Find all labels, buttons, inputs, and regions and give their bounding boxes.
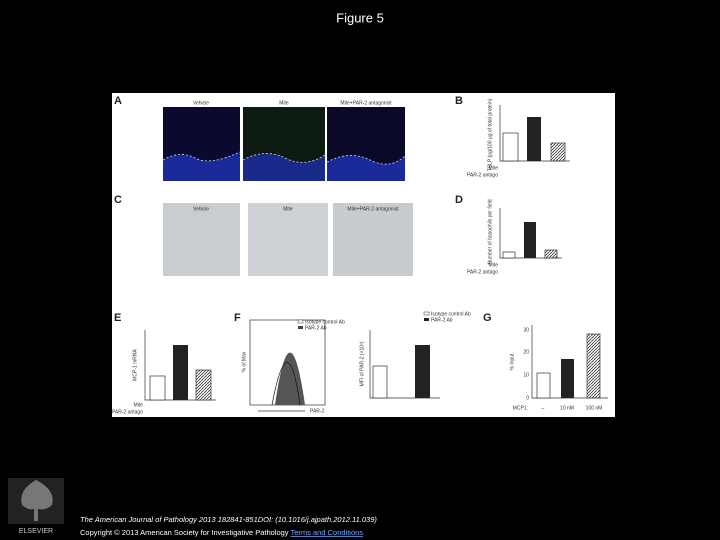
copyright: Copyright © 2013 American Society for In… xyxy=(80,528,363,537)
row-label: Mite xyxy=(489,165,499,171)
row-label: Mite xyxy=(134,402,144,408)
figure: A Vehicle Mite Mite+PAR-2 antagonist B T… xyxy=(112,93,615,417)
legend-label: Isotype control Ab xyxy=(431,311,471,317)
panel-label: B xyxy=(455,95,463,107)
panel-label: F xyxy=(234,312,241,324)
row-label: PAR-2 antago xyxy=(467,269,498,275)
panel-label: C xyxy=(114,194,122,206)
y-axis-label: Number of basophils per field xyxy=(487,199,493,264)
panel-label: D xyxy=(455,194,463,206)
image-label: Vehicle xyxy=(193,206,209,212)
image-label: Mite xyxy=(283,206,293,212)
image-label: Mite xyxy=(279,100,289,106)
row-label: PAR-2 antago xyxy=(112,409,143,415)
tick-label: 10 xyxy=(523,372,529,378)
legend-label: PAR-2 Ab xyxy=(431,317,453,323)
category-label: 100 nM xyxy=(586,405,603,411)
panel-label: G xyxy=(483,312,492,324)
tick-label: 0 xyxy=(526,395,529,401)
legend-label: PAR-2 Ab xyxy=(305,325,327,331)
panel-label: E xyxy=(114,312,121,324)
histology-images xyxy=(163,203,413,276)
y-axis-label: TSLP (pg/100 µg of total protein) xyxy=(487,98,493,171)
citation: The American Journal of Pathology 2013 1… xyxy=(80,515,377,524)
image-label: Vehicle xyxy=(193,100,209,106)
category-label: 10 nM xyxy=(560,405,574,411)
x-axis-label: MCP1: xyxy=(513,405,528,411)
x-axis-label: PAR-2 xyxy=(310,408,325,414)
y-axis-label: % Input xyxy=(509,353,515,371)
legend-label: Isotype control Ab xyxy=(305,319,345,325)
tick-label: 20 xyxy=(523,349,529,355)
row-label: PAR-2 antago xyxy=(467,172,498,178)
terms-link[interactable]: Terms and Conditions xyxy=(291,528,364,537)
image-label: Mite+PAR-2 antagonist xyxy=(340,100,392,106)
y-axis-label: MCP-1 mRNA xyxy=(132,349,138,381)
image-label: Mite+PAR-2 antagonist xyxy=(347,206,399,212)
panel-label: A xyxy=(114,95,122,107)
fluorescence-images xyxy=(162,107,406,181)
publisher-logo: ELSEVIER xyxy=(8,478,64,535)
category-label: – xyxy=(542,405,545,411)
row-label: Mite xyxy=(489,262,499,268)
tick-label: 30 xyxy=(523,327,529,333)
slide-title: Figure 5 xyxy=(336,10,384,25)
logo-text: ELSEVIER xyxy=(19,528,53,535)
y-axis-label: MFI of PAR-2 (×10³) xyxy=(359,341,365,386)
y-axis-label: % of Max xyxy=(241,351,247,372)
